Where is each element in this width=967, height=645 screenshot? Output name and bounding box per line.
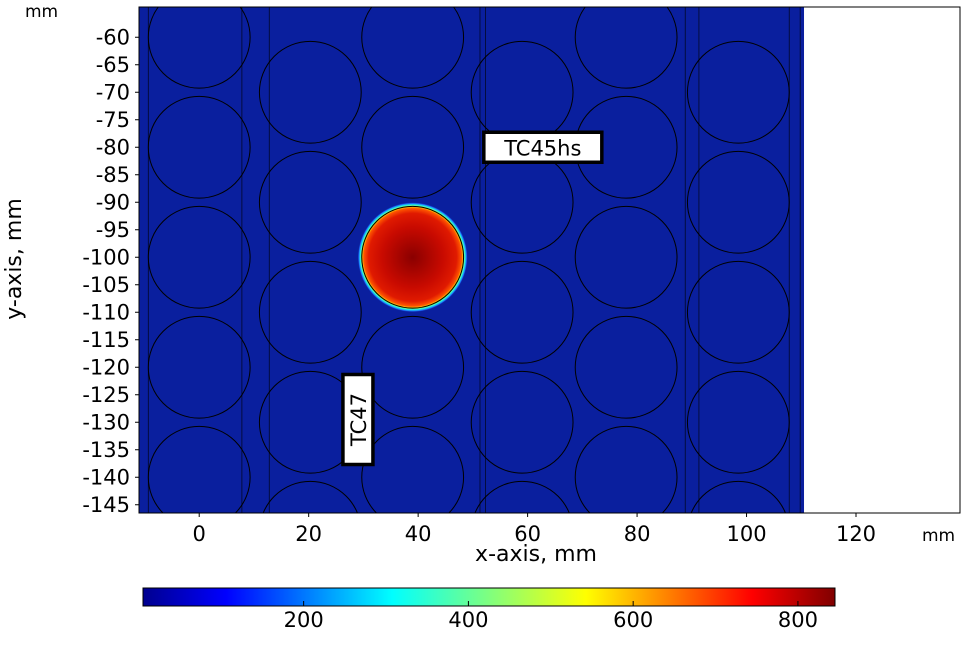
- x-tick-label: 20: [295, 522, 322, 546]
- element-outline: [361, 95, 465, 199]
- element-outline: [361, 315, 465, 419]
- element-outline: [147, 425, 251, 513]
- element-outline: [686, 40, 790, 144]
- y-axis: -60 -65 -70 -75 -80 -85 -90 -95 -100 -105 -110 -115…: [82, 25, 139, 517]
- element-outline: [474, 480, 570, 513]
- colorbar: 200 400 600 800: [142, 587, 836, 632]
- x-tick-label: 60: [514, 522, 541, 546]
- element-outline: [361, 7, 465, 89]
- y-tick-label: -130: [82, 410, 130, 434]
- y-tick-label: -80: [96, 135, 130, 159]
- y-tick-label: -120: [82, 355, 130, 379]
- domain-background: [139, 7, 805, 513]
- y-tick-label: -95: [96, 218, 130, 242]
- element-outline: [258, 150, 362, 254]
- annotation-box: [341, 372, 375, 467]
- y-tick-label: -125: [82, 383, 130, 407]
- y-tick-label: -145: [82, 493, 130, 517]
- annotation-box: [482, 130, 604, 164]
- element-outline: [686, 370, 790, 474]
- y-tick-label: -60: [96, 25, 130, 49]
- element-outline: [686, 260, 790, 364]
- colorbar-gradient: [142, 587, 836, 607]
- element-outline: [361, 425, 465, 513]
- element-outline: [258, 40, 362, 144]
- colorbar-tick-label: 600: [613, 608, 653, 632]
- y-tick-label: -65: [96, 53, 130, 77]
- y-tick-label: -140: [82, 465, 130, 489]
- x-tick-label: 40: [405, 522, 432, 546]
- x-axis-unit: mm: [922, 526, 955, 546]
- colorbar-tick-label: 400: [448, 608, 488, 632]
- x-axis-title: x-axis, mm: [475, 542, 597, 567]
- y-tick-label: -135: [82, 438, 130, 462]
- element-outline: [147, 7, 251, 89]
- element-outline: [147, 205, 251, 309]
- annotation-tc47: TC47: [341, 372, 375, 467]
- y-tick-label: -70: [96, 80, 130, 104]
- element-outline: [470, 370, 574, 474]
- fuel-element-outlines: [147, 7, 790, 513]
- hotspot-glow: [357, 202, 468, 313]
- y-tick-label: -75: [96, 108, 130, 132]
- x-tick-label: 100: [726, 522, 766, 546]
- element-outline: [258, 260, 362, 364]
- x-axis: 0 20 40 60 80 100 120: [193, 513, 876, 546]
- element-outline: [147, 315, 251, 419]
- annotations: TC45hs TC47: [341, 130, 604, 467]
- y-axis-title: y-axis, mm: [2, 198, 27, 320]
- element-outline: [574, 425, 678, 513]
- x-tick-label: 80: [624, 522, 651, 546]
- element-outline: [574, 205, 678, 309]
- element-outline: [147, 95, 251, 199]
- y-tick-label: -115: [82, 328, 130, 352]
- x-tick-label: 0: [193, 522, 206, 546]
- y-tick-label: -105: [82, 273, 130, 297]
- channel-separators: [147, 7, 801, 513]
- colorbar-tick-label: 200: [284, 608, 324, 632]
- element-outline: [574, 315, 678, 419]
- element-outline: [690, 480, 786, 513]
- element-outline: [574, 7, 678, 89]
- element-outline: [262, 480, 358, 513]
- x-tick-label: 120: [836, 522, 876, 546]
- element-outline: [686, 150, 790, 254]
- y-tick-label: -90: [96, 190, 130, 214]
- y-tick-label: -85: [96, 163, 130, 187]
- annotation-label: TC47: [347, 393, 371, 447]
- colorbar-tick-label: 800: [778, 608, 818, 632]
- temperature-field: [139, 7, 805, 513]
- y-tick-label: -110: [82, 300, 130, 324]
- plot-frame: [138, 6, 961, 514]
- element-outline: [470, 260, 574, 364]
- y-tick-label: -100: [82, 245, 130, 269]
- colorbar-ticks: 200 400 600 800: [284, 601, 818, 632]
- y-axis-unit: mm: [25, 2, 58, 22]
- element-outline: [361, 205, 465, 309]
- annotation-tc45hs: TC45hs: [482, 130, 604, 164]
- annotation-label: TC45hs: [503, 136, 581, 160]
